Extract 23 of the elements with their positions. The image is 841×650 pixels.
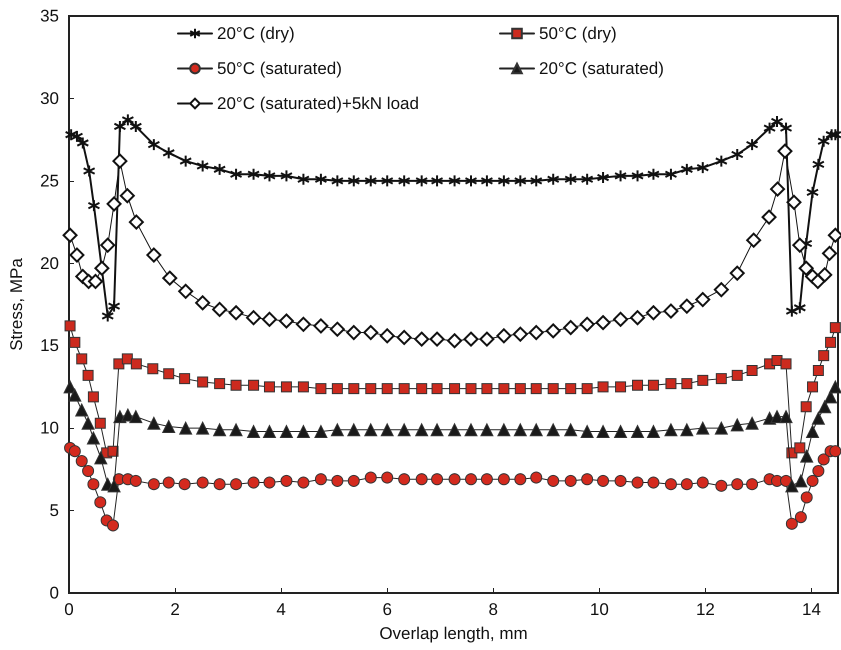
x-tick-label: 8 bbox=[488, 600, 498, 619]
x-tick-label: 14 bbox=[802, 600, 821, 619]
y-axis-title: Stress, MPa bbox=[7, 258, 26, 351]
y-tick-label: 35 bbox=[40, 6, 59, 26]
x-tick-label: 10 bbox=[590, 600, 609, 619]
x-axis-title: Overlap length, mm bbox=[379, 624, 528, 643]
x-tick-label: 0 bbox=[64, 600, 74, 619]
x-tick-label: 2 bbox=[170, 600, 180, 619]
y-tick-label: 15 bbox=[40, 336, 59, 356]
x-tick-label: 4 bbox=[276, 600, 286, 619]
y-tick-label: 5 bbox=[50, 501, 59, 520]
legend-label: 20°C (dry) bbox=[217, 24, 295, 43]
y-tick-label: 20 bbox=[40, 254, 59, 273]
x-tick-label: 12 bbox=[696, 600, 715, 619]
y-tick-label: 25 bbox=[40, 171, 59, 190]
legend-label: 50°C (saturated) bbox=[217, 59, 342, 78]
legend-label: 20°C (saturated)+5kN load bbox=[217, 94, 419, 113]
y-tick-label: 0 bbox=[50, 584, 59, 602]
legend-label: 20°C (saturated) bbox=[539, 59, 664, 78]
legend-label: 50°C (dry) bbox=[539, 24, 617, 43]
y-tick-label: 30 bbox=[40, 88, 59, 108]
x-tick-label: 6 bbox=[382, 600, 392, 619]
y-tick-label: 10 bbox=[40, 418, 59, 438]
